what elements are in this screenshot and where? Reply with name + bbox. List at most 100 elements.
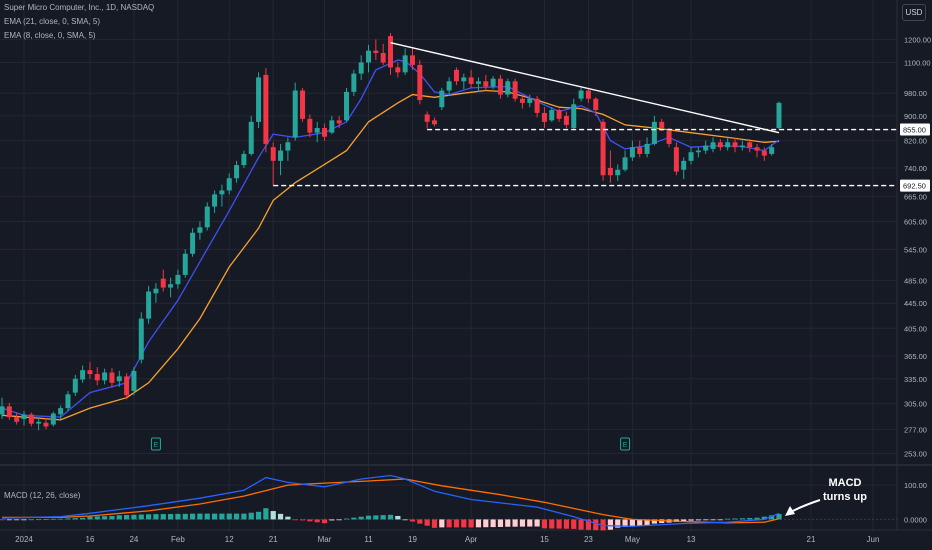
candle [761, 147, 767, 161]
candle [388, 33, 393, 75]
candle-body [226, 178, 232, 191]
time-tick-label: Jun [867, 535, 880, 544]
candle-body [585, 90, 591, 99]
macd-histogram-bar [182, 513, 188, 520]
candle-body [102, 372, 108, 381]
macd-histogram-bar [534, 519, 540, 527]
candle-body [58, 408, 64, 415]
macd-histogram-bar [776, 513, 782, 520]
price-tick-label: 665.00 [904, 192, 927, 201]
candle [651, 115, 657, 146]
price-tick-label: 980.00 [904, 89, 927, 98]
candle-body [644, 143, 650, 154]
symbol-legend: Super Micro Computer, Inc., 1D, NASDAQ [4, 3, 155, 12]
candle-body [322, 127, 328, 137]
price-tick-label: 740.00 [904, 164, 927, 173]
ema8-legend: EMA (8, close, 0, SMA, 5) [4, 31, 96, 40]
macd-annotation: MACD turns up [785, 477, 867, 516]
candle-body [314, 127, 320, 133]
candle [65, 390, 71, 411]
candle-body [754, 147, 760, 151]
earnings-marker: E [150, 437, 161, 451]
candle [373, 39, 379, 61]
candle-body [395, 67, 401, 73]
macd-histogram-bar [351, 517, 357, 520]
candle [80, 365, 86, 383]
price-tick-label: 900.00 [904, 112, 927, 121]
candle-body [94, 374, 100, 381]
candle [28, 412, 34, 427]
candle [637, 140, 643, 158]
macd-histogram-bar [461, 519, 467, 528]
candle [732, 137, 738, 153]
earnings-badge [150, 437, 161, 451]
macd-histogram-bar [131, 514, 137, 520]
candle [549, 107, 555, 122]
candle [600, 118, 606, 181]
time-tick-label: 21 [269, 535, 278, 544]
macd-legend: MACD (12, 26, close) [4, 491, 81, 500]
candle-body [637, 147, 643, 154]
macd-histogram-bar [644, 519, 650, 526]
candle [673, 142, 679, 176]
candle [138, 312, 144, 364]
price-tick-label: 485.00 [904, 276, 927, 285]
ema21-line [1, 89, 780, 421]
candle [439, 87, 445, 111]
candle [58, 405, 64, 419]
candle [607, 150, 613, 183]
candle-body [593, 98, 599, 111]
price-tick-label: 545.00 [904, 245, 927, 254]
macd-line [1, 474, 780, 527]
macd-histogram-bar [505, 519, 511, 527]
candle [615, 164, 621, 181]
candle-body [124, 376, 130, 396]
candle [212, 190, 218, 213]
macd-histogram-bar [0, 519, 5, 521]
candle [175, 269, 181, 289]
candle [563, 111, 569, 128]
candle-body [578, 90, 584, 99]
price-tick-label: 1100.00 [904, 59, 931, 68]
annotation-line2: turns up [823, 491, 867, 503]
candle-body [87, 370, 93, 375]
candle [578, 87, 584, 102]
earnings-label: E [623, 442, 628, 449]
candle [168, 277, 174, 298]
candle-body [197, 227, 203, 233]
candle [681, 157, 687, 179]
candle [556, 108, 562, 122]
candle-body [732, 142, 738, 148]
macd-histogram-bar [585, 519, 592, 530]
macd-histogram-bar [571, 519, 577, 529]
candle-body [256, 77, 262, 122]
candle [87, 361, 93, 379]
candles [0, 33, 782, 431]
candle-body [600, 121, 606, 176]
macd-histogram-bar [94, 516, 100, 520]
macd-tick-label: 100.00 [904, 481, 927, 490]
candle-body [366, 50, 372, 63]
candle-body [380, 52, 386, 63]
candle [336, 115, 342, 128]
macd-histogram-bar [651, 519, 657, 524]
macd-histogram-bar [659, 519, 665, 524]
macd-histogram-bar [578, 519, 584, 530]
macd-histogram-bar [175, 513, 181, 520]
currency-button[interactable]: USD [902, 4, 926, 21]
candle [461, 73, 467, 90]
time-tick-label: Mar [318, 535, 332, 544]
candle [72, 374, 78, 396]
macd-histogram-bar [395, 515, 401, 520]
macd-histogram-bar [739, 518, 745, 520]
macd-histogram-bar [703, 519, 709, 521]
candle-body [629, 147, 635, 158]
candle [285, 137, 291, 161]
candle [204, 202, 210, 231]
candle [519, 94, 525, 109]
macd-histogram-bar [373, 515, 379, 520]
candle-body [615, 169, 621, 176]
candle [241, 150, 247, 168]
